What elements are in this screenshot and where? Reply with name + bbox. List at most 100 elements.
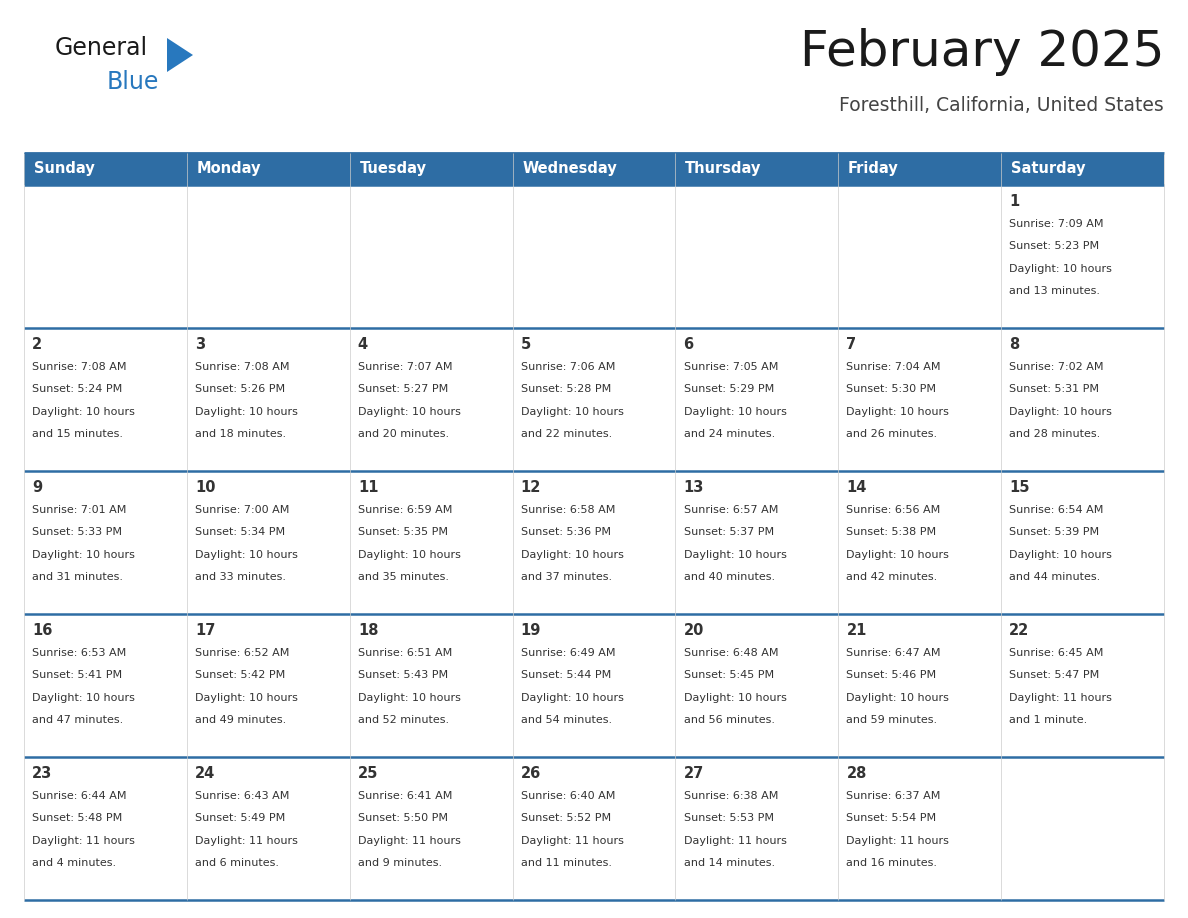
Text: Daylight: 10 hours: Daylight: 10 hours (846, 550, 949, 560)
Text: Saturday: Saturday (1011, 162, 1086, 176)
Text: 19: 19 (520, 622, 541, 638)
Text: Daylight: 10 hours: Daylight: 10 hours (1010, 263, 1112, 274)
Text: and 42 minutes.: and 42 minutes. (846, 572, 937, 582)
Text: Sunset: 5:47 PM: Sunset: 5:47 PM (1010, 670, 1100, 680)
Text: Daylight: 10 hours: Daylight: 10 hours (520, 407, 624, 417)
Text: 28: 28 (846, 766, 867, 780)
Text: and 35 minutes.: and 35 minutes. (358, 572, 449, 582)
Text: Wednesday: Wednesday (523, 162, 617, 176)
Bar (1001, 185, 1164, 328)
Text: Sunrise: 6:47 AM: Sunrise: 6:47 AM (846, 648, 941, 658)
Text: and 33 minutes.: and 33 minutes. (195, 572, 286, 582)
Text: Tuesday: Tuesday (360, 162, 426, 176)
Text: 17: 17 (195, 622, 215, 638)
Text: Sunset: 5:49 PM: Sunset: 5:49 PM (195, 813, 285, 823)
Bar (24, 471, 187, 614)
Text: February 2025: February 2025 (800, 28, 1164, 76)
Text: Sunset: 5:31 PM: Sunset: 5:31 PM (1010, 385, 1099, 395)
Text: Sunset: 5:34 PM: Sunset: 5:34 PM (195, 528, 285, 537)
Bar (676, 757, 839, 900)
Text: Sunset: 5:53 PM: Sunset: 5:53 PM (683, 813, 773, 823)
Text: Sunset: 5:52 PM: Sunset: 5:52 PM (520, 813, 611, 823)
Bar (349, 153, 512, 185)
Text: 2: 2 (32, 337, 43, 352)
Bar (349, 185, 512, 328)
Bar (839, 614, 1001, 757)
Text: 25: 25 (358, 766, 378, 780)
Bar (1001, 153, 1164, 185)
Text: and 44 minutes.: and 44 minutes. (1010, 572, 1100, 582)
Text: and 52 minutes.: and 52 minutes. (358, 715, 449, 725)
Text: Daylight: 11 hours: Daylight: 11 hours (358, 835, 461, 845)
Text: Sunset: 5:42 PM: Sunset: 5:42 PM (195, 670, 285, 680)
Text: and 16 minutes.: and 16 minutes. (846, 857, 937, 868)
Bar (839, 328, 1001, 471)
Text: and 15 minutes.: and 15 minutes. (32, 429, 124, 439)
Bar (24, 153, 187, 185)
Text: Monday: Monday (197, 162, 261, 176)
Text: Sunset: 5:50 PM: Sunset: 5:50 PM (358, 813, 448, 823)
Text: Sunset: 5:36 PM: Sunset: 5:36 PM (520, 528, 611, 537)
Text: Sunrise: 7:08 AM: Sunrise: 7:08 AM (32, 363, 127, 373)
Bar (187, 471, 349, 614)
Text: and 20 minutes.: and 20 minutes. (358, 429, 449, 439)
Text: Sunrise: 6:59 AM: Sunrise: 6:59 AM (358, 505, 453, 515)
Text: General: General (55, 36, 148, 60)
Text: 5: 5 (520, 337, 531, 352)
Text: and 56 minutes.: and 56 minutes. (683, 715, 775, 725)
Text: 22: 22 (1010, 622, 1030, 638)
Text: Sunset: 5:33 PM: Sunset: 5:33 PM (32, 528, 122, 537)
Text: Sunset: 5:23 PM: Sunset: 5:23 PM (1010, 241, 1099, 252)
Text: Daylight: 11 hours: Daylight: 11 hours (520, 835, 624, 845)
Text: Friday: Friday (848, 162, 899, 176)
Text: Sunset: 5:28 PM: Sunset: 5:28 PM (520, 385, 611, 395)
Bar (1001, 757, 1164, 900)
Text: Sunrise: 7:05 AM: Sunrise: 7:05 AM (683, 363, 778, 373)
Bar (676, 614, 839, 757)
Text: Sunrise: 6:56 AM: Sunrise: 6:56 AM (846, 505, 941, 515)
Bar (676, 328, 839, 471)
Text: Sunrise: 6:51 AM: Sunrise: 6:51 AM (358, 648, 453, 658)
Text: Daylight: 11 hours: Daylight: 11 hours (1010, 693, 1112, 702)
Bar (512, 153, 676, 185)
Text: and 24 minutes.: and 24 minutes. (683, 429, 775, 439)
Text: Daylight: 10 hours: Daylight: 10 hours (195, 407, 298, 417)
Text: Sunrise: 6:43 AM: Sunrise: 6:43 AM (195, 791, 290, 801)
Text: and 40 minutes.: and 40 minutes. (683, 572, 775, 582)
Text: Sunrise: 6:38 AM: Sunrise: 6:38 AM (683, 791, 778, 801)
Text: Foresthill, California, United States: Foresthill, California, United States (839, 96, 1164, 115)
Text: Sunset: 5:46 PM: Sunset: 5:46 PM (846, 670, 936, 680)
Bar (676, 185, 839, 328)
Text: Sunday: Sunday (33, 162, 95, 176)
Text: Sunrise: 6:53 AM: Sunrise: 6:53 AM (32, 648, 126, 658)
Text: 21: 21 (846, 622, 867, 638)
Text: Daylight: 10 hours: Daylight: 10 hours (195, 693, 298, 702)
Text: and 59 minutes.: and 59 minutes. (846, 715, 937, 725)
Text: 8: 8 (1010, 337, 1019, 352)
Bar (187, 185, 349, 328)
Text: Daylight: 10 hours: Daylight: 10 hours (32, 693, 135, 702)
Text: 13: 13 (683, 479, 704, 495)
Text: and 22 minutes.: and 22 minutes. (520, 429, 612, 439)
Text: Sunrise: 7:01 AM: Sunrise: 7:01 AM (32, 505, 126, 515)
Text: Daylight: 10 hours: Daylight: 10 hours (520, 550, 624, 560)
Bar (1001, 328, 1164, 471)
Text: Sunset: 5:39 PM: Sunset: 5:39 PM (1010, 528, 1099, 537)
Bar (676, 471, 839, 614)
Text: and 11 minutes.: and 11 minutes. (520, 857, 612, 868)
Text: Daylight: 10 hours: Daylight: 10 hours (683, 550, 786, 560)
Text: 7: 7 (846, 337, 857, 352)
Text: Daylight: 10 hours: Daylight: 10 hours (683, 407, 786, 417)
Bar (839, 185, 1001, 328)
Text: Daylight: 11 hours: Daylight: 11 hours (846, 835, 949, 845)
Text: Daylight: 11 hours: Daylight: 11 hours (32, 835, 135, 845)
Bar (187, 757, 349, 900)
Text: and 49 minutes.: and 49 minutes. (195, 715, 286, 725)
Text: and 28 minutes.: and 28 minutes. (1010, 429, 1100, 439)
Text: Sunset: 5:29 PM: Sunset: 5:29 PM (683, 385, 773, 395)
Text: Sunset: 5:24 PM: Sunset: 5:24 PM (32, 385, 122, 395)
Text: Sunrise: 7:06 AM: Sunrise: 7:06 AM (520, 363, 615, 373)
Text: and 31 minutes.: and 31 minutes. (32, 572, 124, 582)
Text: Sunset: 5:35 PM: Sunset: 5:35 PM (358, 528, 448, 537)
Text: Sunset: 5:30 PM: Sunset: 5:30 PM (846, 385, 936, 395)
